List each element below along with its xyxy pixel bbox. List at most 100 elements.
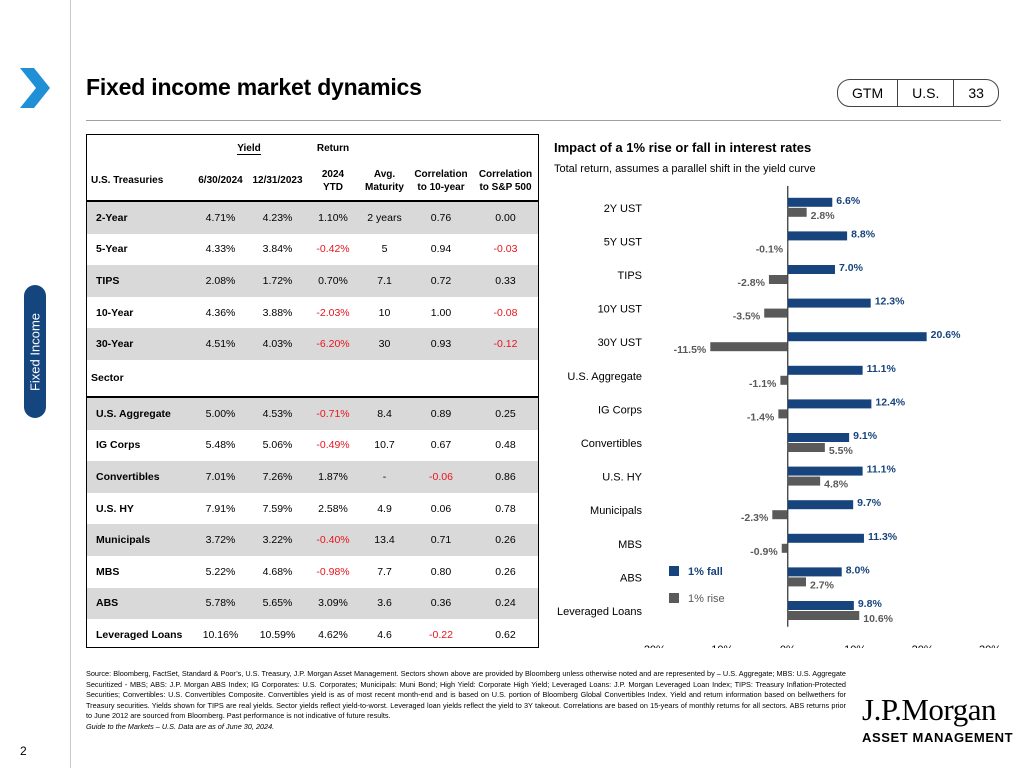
rise-bar [781,543,788,553]
table-cell: 10.16% [202,628,239,641]
table-cell: -0.71% [306,396,360,430]
table-cell: 5.06% [262,439,293,452]
fall-bar [787,433,850,442]
table-row: Convertibles 7.01% 7.26% 1.87% - -0.06 0.86 [87,461,538,493]
page-title: Fixed income market dynamics [86,74,422,100]
category-label: U.S. HY [602,472,642,484]
table-cell: -6.20% [306,328,360,360]
row-label: 30-Year [87,328,192,360]
legend-fall-label: 1% fall [688,566,723,578]
rise-bar [764,308,788,318]
table-cell: 0.67 [430,439,452,452]
fall-bar [787,197,833,207]
table-cell: 4.23% [249,201,306,234]
category-label: IG Corps [598,404,643,416]
rise-value-label: -3.5% [733,311,761,323]
fall-value-label: 8.0% [846,564,871,576]
fall-value-label: 8.8% [851,228,876,240]
table-cell: 5.48% [205,439,236,452]
table-cell: 4.03% [249,328,306,360]
rise-bar [772,510,788,520]
rise-bar [710,342,788,352]
fall-value-label: 9.7% [857,497,882,509]
table-cell: 1.72% [249,265,306,297]
section-tab[interactable]: Fixed Income [24,285,46,418]
table-cell: 0.94 [430,243,452,256]
table-cell: 5 [381,243,388,256]
column-header-corr-10y: Correlation to 10-year [409,161,473,202]
footnote: Source: Bloomberg, FactSet, Standard & P… [86,669,846,733]
x-tick-label: -20% [640,644,666,648]
table-cell: -0.03 [493,243,518,256]
table-cell: 3.6 [360,587,409,620]
column-header-yield-current: 6/30/2024 [192,161,249,202]
interest-rate-impact-chart: 2Y UST 6.6%2.8% 5Y UST 8.8% -0.1% TIPS 7.0% -2.… [557,186,1001,648]
table-cell: -0.08 [493,306,518,319]
table-cell: -0.98% [316,565,350,578]
fall-value-label: 9.8% [858,598,883,610]
category-label: ABS [620,572,642,584]
legend-rise-swatch [669,593,679,603]
table-cell: 3.72% [192,524,249,556]
table-cell: 10 [378,306,391,319]
table-cell: 7.7 [377,565,392,578]
table-cell: 0.76 [409,201,473,234]
table-cell: 0.80 [430,565,452,578]
table-cell: 5.65% [249,587,306,620]
table-row: U.S. Aggregate 5.00% 4.53% -0.71% 8.4 0.89 0.2… [87,396,538,430]
table-cell: -0.06 [409,461,473,493]
fall-value-label: 11.1% [867,464,897,476]
chart-subtitle: Total return, assumes a parallel shift i… [554,163,816,175]
row-label: 5-Year [96,243,128,256]
fall-value-label: 11.3% [868,531,898,543]
table-row: Leveraged Loans 10.16% 10.59% 4.62% 4.6 -0.22… [87,619,538,651]
table-row: IG Corps 5.48% 5.06% -0.49% 10.7 0.67 0.48 [87,430,538,462]
footnote-guide: Guide to the Markets – U.S. Data are as … [86,721,275,731]
category-label: TIPS [618,270,642,282]
table-cell: 4.53% [249,396,306,430]
fall-bar [787,332,927,342]
table-cell: 13.4 [360,524,409,556]
legend-rise-label: 1% rise [688,593,725,605]
table-cell: 2.58% [318,502,348,515]
table-cell: 3.22% [249,524,306,556]
table-cell: -2.03% [316,306,350,319]
column-header-yield-prior: 12/31/2023 [249,161,306,202]
rise-value-label: 4.8% [824,479,849,491]
table-cell: 7.59% [262,502,293,515]
x-tick-label: -10% [708,644,734,648]
table-cell: 1.87% [306,461,360,493]
x-tick-label: 0% [780,644,796,648]
table-cell: 1.00 [430,306,452,319]
table-cell: 4.33% [205,243,236,256]
fall-value-label: 9.1% [853,430,878,442]
table-cell: 4.36% [205,306,236,319]
category-label: 2Y UST [604,203,643,215]
table-cell: 2 years [360,201,409,234]
rise-value-label: -0.9% [750,546,778,558]
table-row: 5-Year 4.33% 3.84% -0.42% 5 0.94 -0.03 [87,234,538,266]
fall-bar [787,231,848,241]
footnote-source: Source: Bloomberg, FactSet, Standard & P… [86,669,846,721]
yield-group-header: Yield [237,142,261,155]
table-cell: 4.62% [318,628,348,641]
rise-bar [787,476,821,486]
table-cell: 0.06 [430,502,452,515]
row-label: U.S. HY [96,502,134,515]
table-cell: 7.1 [360,265,409,297]
table-cell: -0.40% [306,524,360,556]
table-cell: 0.86 [473,461,538,493]
jpmorgan-logo: J.P.Morgan [862,692,996,727]
asset-management-label: ASSET MANAGEMENT [862,730,1014,745]
table-cell: 1.10% [306,201,360,234]
row-label: MBS [96,565,120,578]
rise-value-label: -1.4% [747,411,775,423]
left-divider-line [70,0,71,768]
fall-bar [787,399,872,409]
rise-bar [787,241,789,251]
table-cell: 0.71 [409,524,473,556]
category-label: 5Y UST [604,236,643,248]
category-label: Municipals [590,505,642,517]
fall-bar [787,365,863,375]
table-cell: 4.71% [192,201,249,234]
